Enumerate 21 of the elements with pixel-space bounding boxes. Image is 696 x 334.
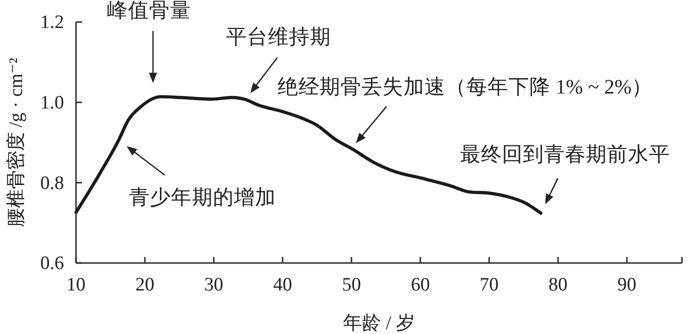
x-tick-label: 90	[617, 274, 636, 296]
x-tick-label: 70	[480, 274, 499, 296]
x-tick-label: 80	[548, 274, 568, 296]
x-tick-label: 50	[342, 274, 361, 296]
x-tick-label: 40	[273, 274, 292, 296]
y-tick-label: 1.0	[40, 92, 64, 114]
y-axis-title: 腰椎骨密度 /g · cm⁻²	[5, 58, 27, 228]
annotation: 青少年期的增加	[129, 186, 276, 210]
annotation: 平台维持期	[226, 26, 331, 49]
x-tick-label: 60	[410, 274, 430, 296]
annotation: 绝经期骨丢失加速（每年下降 1% ~ 2%）	[277, 76, 653, 99]
y-tick-label: 0.8	[40, 172, 64, 194]
y-tick-label: 1.2	[40, 12, 64, 34]
y-tick-label: 0.6	[40, 253, 64, 274]
x-axis-title: 年龄 / 岁	[343, 313, 415, 334]
line-series	[74, 95, 542, 215]
x-tick-label: 10	[66, 274, 86, 296]
text: 峰值骨量	[107, 0, 191, 22]
annotation: 最终回到青春期前水平	[460, 143, 670, 166]
x-tick-label: 30	[204, 274, 224, 296]
x-tick-label: 20	[135, 274, 154, 296]
